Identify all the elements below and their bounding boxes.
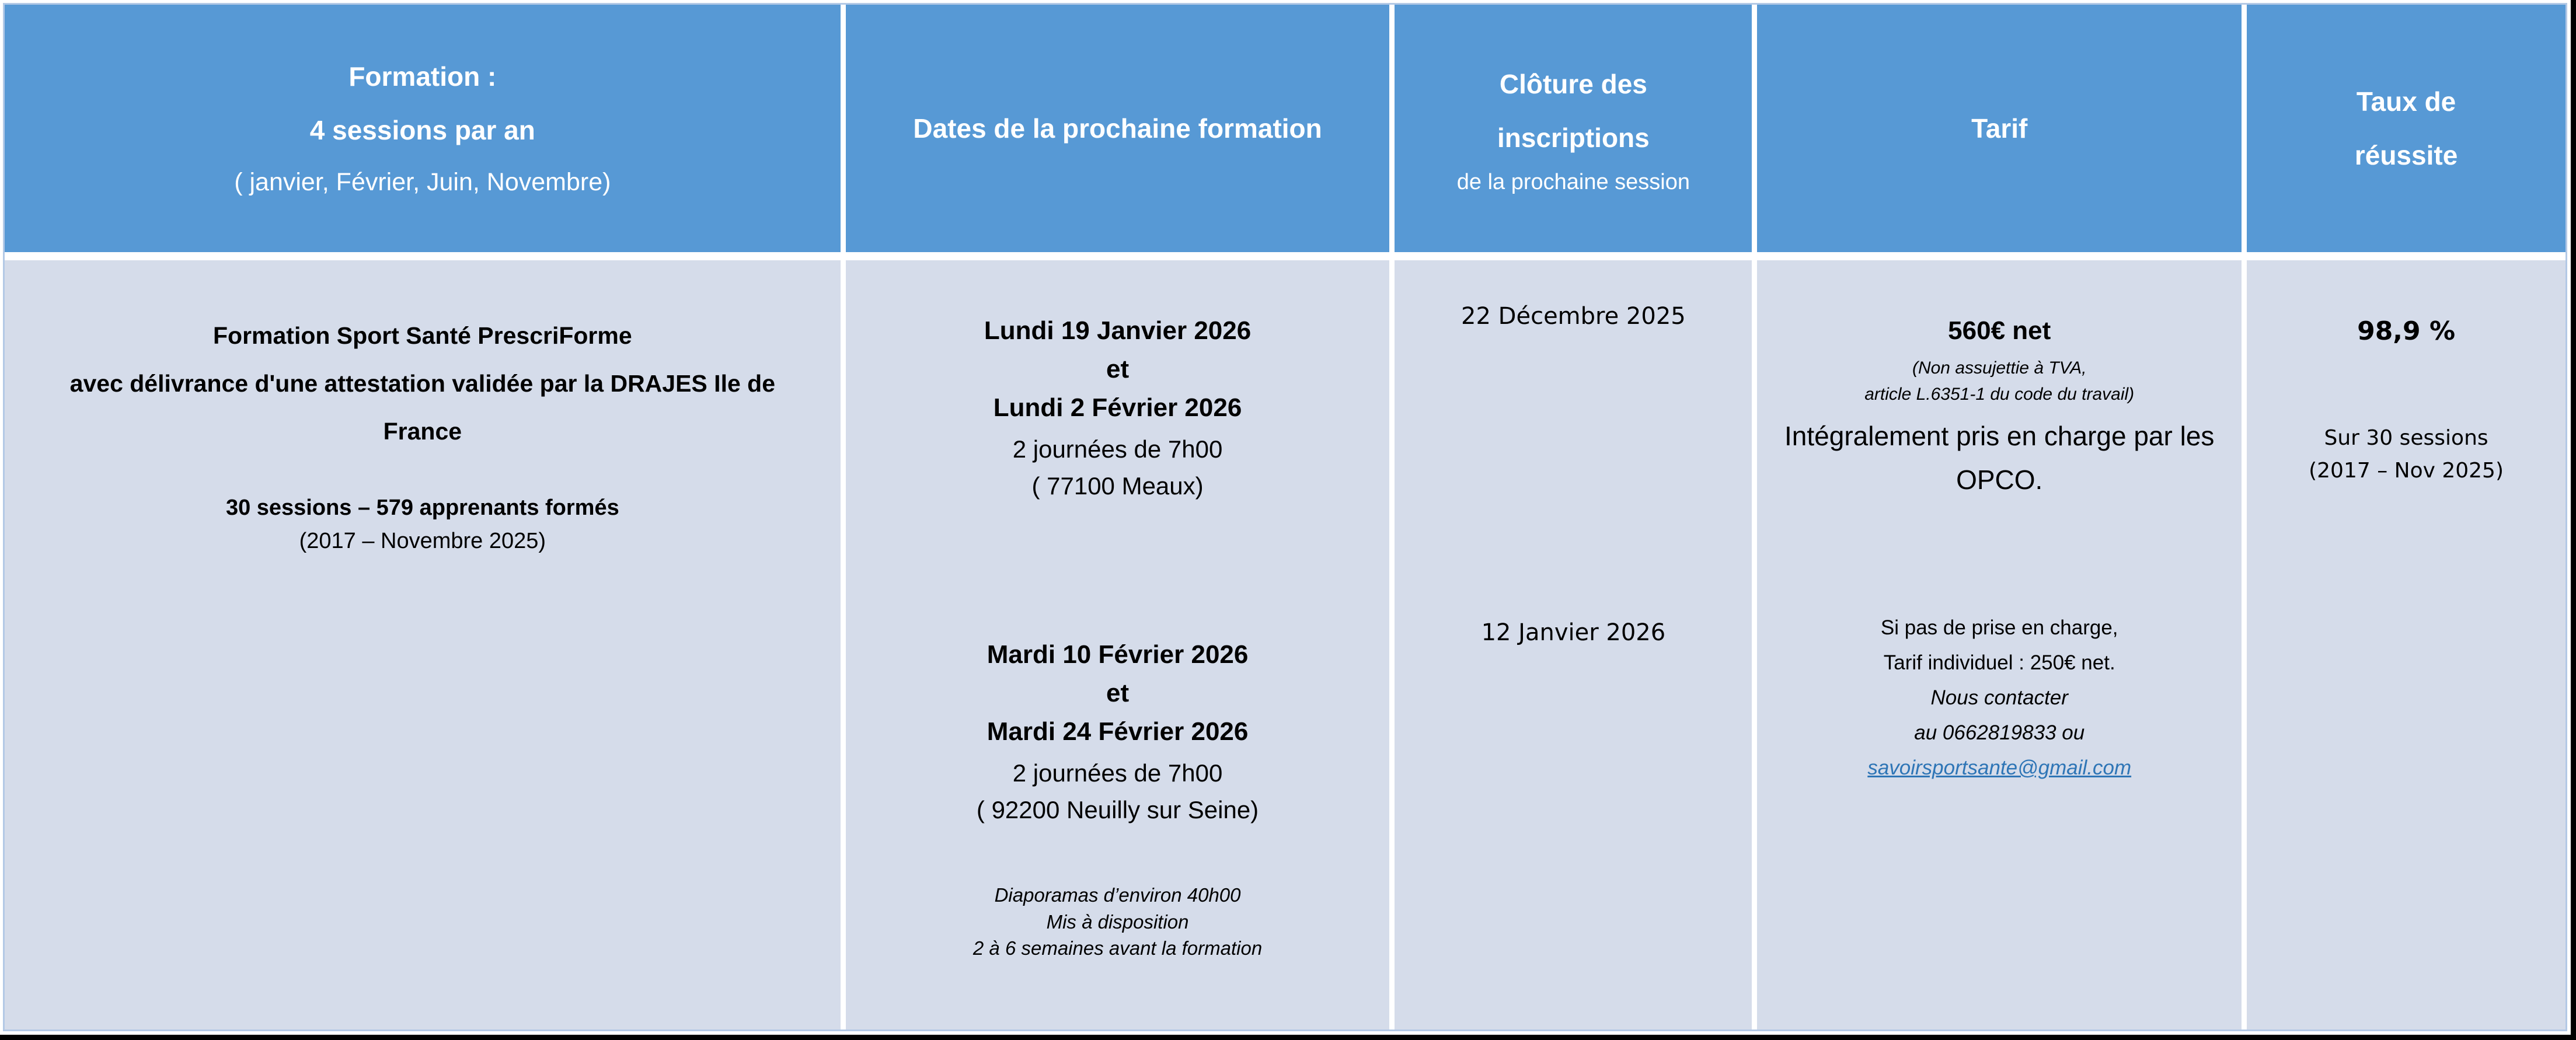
diaporama-note2: Mis à disposition (1046, 910, 1189, 933)
tarif-contact-line1: Nous contacter (1930, 686, 2068, 710)
session1-block: Lundi 19 Janvier 2026 et Lundi 2 Février… (846, 312, 1390, 504)
header-cell-cloture: Clôture des inscriptions de la prochaine… (1395, 5, 1752, 252)
body-cell-cloture: 22 Décembre 2025 12 Janvier 2026 (1395, 260, 1752, 1029)
success-rate-basis-line1: Sur 30 sessions (2324, 425, 2488, 450)
session2-et: et (1106, 679, 1130, 707)
header-taux-title: Taux de réussite (2354, 86, 2458, 170)
session2-block: Mardi 10 Février 2026 et Mardi 24 Févrie… (846, 636, 1390, 828)
session2-date2: Mardi 24 Février 2026 (987, 717, 1249, 746)
cloture-date-session1: 22 Décembre 2025 (1461, 303, 1686, 330)
diaporama-note3: 2 à 6 semaines avant la formation (972, 937, 1263, 959)
header-cloture-subtitle: de la prochaine session (1456, 169, 1690, 194)
tarif-nocharge-line1: Si pas de prise en charge, (1880, 616, 2118, 639)
header-tarif-title: Tarif (1971, 113, 2028, 144)
tarif-individual-block: Si pas de prise en charge, Tarif individ… (1757, 610, 2242, 786)
session2-details: 2 journées de 7h00 ( 92200 Neuilly sur S… (846, 755, 1390, 828)
tarif-contact-line2: au 0662819833 ou (1914, 721, 2085, 745)
tarif-price: 560€ net (1948, 316, 2051, 345)
header-dates-title: Dates de la prochaine formation (913, 113, 1322, 144)
header-cell-taux: Taux de réussite (2247, 5, 2565, 252)
header-formation-line1: Formation : (348, 61, 497, 92)
success-rate-value: 98,9 % (2357, 316, 2456, 346)
session1-date1: Lundi 19 Janvier 2026 (984, 316, 1252, 345)
tarif-tva-line2: article L.6351-1 du code du travail) (1864, 384, 2135, 404)
header-cell-dates: Dates de la prochaine formation (845, 5, 1390, 252)
tarif-tva-note: (Non assujettie à TVA, article L.6351-1 … (1757, 355, 2242, 407)
formation-stats-count: 30 sessions – 579 apprenants formés (225, 495, 619, 520)
formation-stats-period: (2017 – Novembre 2025) (299, 529, 546, 553)
formation-stats: 30 sessions – 579 apprenants formés (201… (5, 491, 841, 558)
header-cell-formation: Formation : 4 sessions par an ( janvier,… (5, 5, 841, 252)
diaporama-note1: Diaporamas d’environ 40h00 (994, 884, 1241, 906)
body-cell-taux: 98,9 % Sur 30 sessions (2017 – Nov 2025) (2247, 260, 2565, 1029)
body-cell-formation: Formation Sport Santé PrescriForme avec … (5, 260, 841, 1029)
session1-et: et (1106, 355, 1130, 383)
body-cell-tarif: 560€ net (Non assujettie à TVA, article … (1757, 260, 2242, 1029)
tarif-opco: Intégralement pris en charge par les OPC… (1784, 420, 2215, 495)
cloture-date-session2: 12 Janvier 2026 (1481, 619, 1666, 646)
formation-title: Formation Sport Santé PrescriForme (212, 322, 632, 349)
header-cloture-title: Clôture des inscriptions (1497, 68, 1650, 153)
session1-location: ( 77100 Meaux) (1031, 472, 1204, 500)
formation-subtitle: avec délivrance d'une attestation validé… (69, 370, 775, 445)
formation-description: Formation Sport Santé PrescriForme avec … (5, 312, 841, 455)
success-rate-basis-line2: (2017 – Nov 2025) (2309, 458, 2504, 483)
session2-location: ( 92200 Neuilly sur Seine) (976, 796, 1259, 823)
body-cell-dates: Lundi 19 Janvier 2026 et Lundi 2 Février… (845, 260, 1390, 1029)
header-cell-tarif: Tarif (1757, 5, 2242, 252)
session1-duration: 2 journées de 7h00 (1012, 435, 1223, 463)
diaporama-notes: Diaporamas d’environ 40h00 Mis à disposi… (846, 882, 1390, 962)
session1-details: 2 journées de 7h00 ( 77100 Meaux) (846, 431, 1390, 504)
contact-email-link[interactable]: savoirsportsante@gmail.com (1867, 756, 2132, 780)
session2-duration: 2 journées de 7h00 (1012, 759, 1223, 787)
session2-date1: Mardi 10 Février 2026 (987, 640, 1249, 669)
tarif-nocharge-line2: Tarif individuel : 250€ net. (1883, 651, 2115, 674)
session1-date2: Lundi 2 Février 2026 (993, 393, 1242, 422)
header-formation-line3: ( janvier, Février, Juin, Novembre) (234, 168, 611, 196)
success-rate-basis: Sur 30 sessions (2017 – Nov 2025) (2247, 422, 2565, 487)
tarif-tva-line1: (Non assujettie à TVA, (1912, 358, 2087, 378)
header-formation-line2: 4 sessions par an (309, 115, 535, 145)
formation-info-table: Formation : 4 sessions par an ( janvier,… (3, 3, 2567, 1031)
